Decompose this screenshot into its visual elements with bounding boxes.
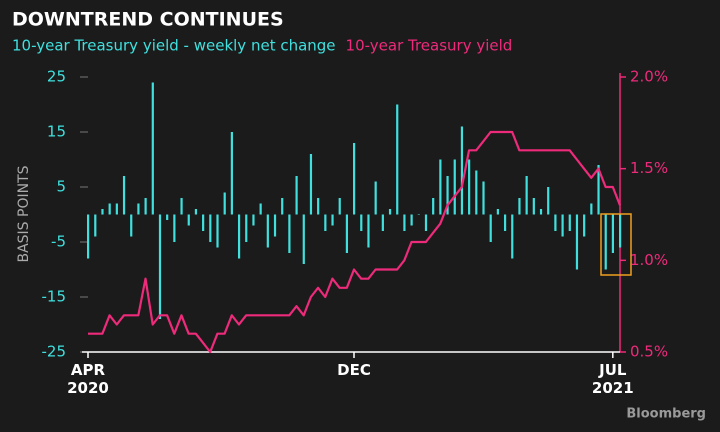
legend-entry: 10-year Treasury yield - weekly net chan… [12,37,336,55]
bar [583,214,586,237]
bar [360,214,363,231]
bar [338,198,341,215]
bar [87,214,90,259]
bar [417,214,420,215]
y-tick-label: -25 [42,343,67,361]
bar [439,159,442,215]
bar [619,214,622,248]
bar [518,198,521,215]
bar [288,214,291,253]
x-tick-label: JUL 2021 [592,361,634,397]
bar [216,214,219,248]
bar [130,214,133,237]
bar [122,176,126,215]
bar [511,214,514,259]
bar [525,176,528,215]
y2-tick-label: 1.0% [630,251,668,269]
bar [194,209,198,215]
bar [388,209,392,215]
bar [561,214,564,237]
legend-entry: 10-year Treasury yield [346,37,513,55]
bar [353,143,356,215]
y-tick-label: 5 [56,178,66,196]
bar [295,176,298,215]
bar [252,214,255,226]
bar [223,192,226,215]
bar [489,214,492,242]
bar [317,198,320,215]
bar [108,203,111,215]
bar [590,203,593,215]
x-tick-label: APR 2020 [67,361,109,397]
y2-tick-label: 2.0% [630,68,668,86]
bar [568,214,571,231]
source: Bloomberg [626,407,706,422]
bar [396,104,399,215]
bar [604,214,607,270]
bar [209,214,212,242]
bar [187,214,190,226]
bar [554,214,557,231]
bar [281,198,284,215]
bar [597,165,600,215]
y-tick-label: 25 [47,68,66,86]
bar [302,214,305,264]
bar [547,187,550,215]
x-tick-label: DEC [337,361,371,379]
bar [453,159,456,215]
y-tick-label: 15 [47,123,66,141]
bar [460,126,464,215]
bar [496,209,499,215]
bar [424,214,428,231]
bar [410,214,413,226]
bar [245,214,248,242]
bar [611,214,615,253]
bar [180,198,183,215]
bar [475,170,478,215]
bar [432,198,435,215]
bar [532,198,535,215]
y2-tick-label: 1.5% [630,159,668,177]
bar [482,181,485,215]
bar [173,214,176,242]
bar [345,214,349,253]
bar [367,214,370,248]
y-tick-label: -15 [42,288,67,306]
bar [324,214,327,231]
bar [575,214,579,270]
y2-tick-label: 0.5% [630,343,668,361]
bar [158,214,162,319]
bar [503,214,507,231]
chart-title: DOWNTREND CONTINUES [12,9,284,31]
bar [115,203,118,215]
bar [273,214,277,237]
bar [237,214,241,259]
line [88,130,622,354]
bar [144,198,147,215]
bar [230,132,233,215]
bar [166,214,169,220]
bar [539,209,543,215]
bar [381,214,384,231]
bar [468,159,471,215]
bar [151,82,154,215]
bar [259,203,262,215]
bar [446,176,449,215]
bar [266,214,269,248]
bar [331,214,334,226]
y-tick-label: -5 [51,233,66,251]
bar [94,214,97,237]
bar [202,214,205,231]
y-axis-label: BASIS POINTS [16,165,32,262]
bar [309,154,313,215]
bar [374,181,377,215]
bar [403,214,406,231]
bar [101,209,104,215]
bar [137,203,140,215]
highlight-box [600,213,632,276]
